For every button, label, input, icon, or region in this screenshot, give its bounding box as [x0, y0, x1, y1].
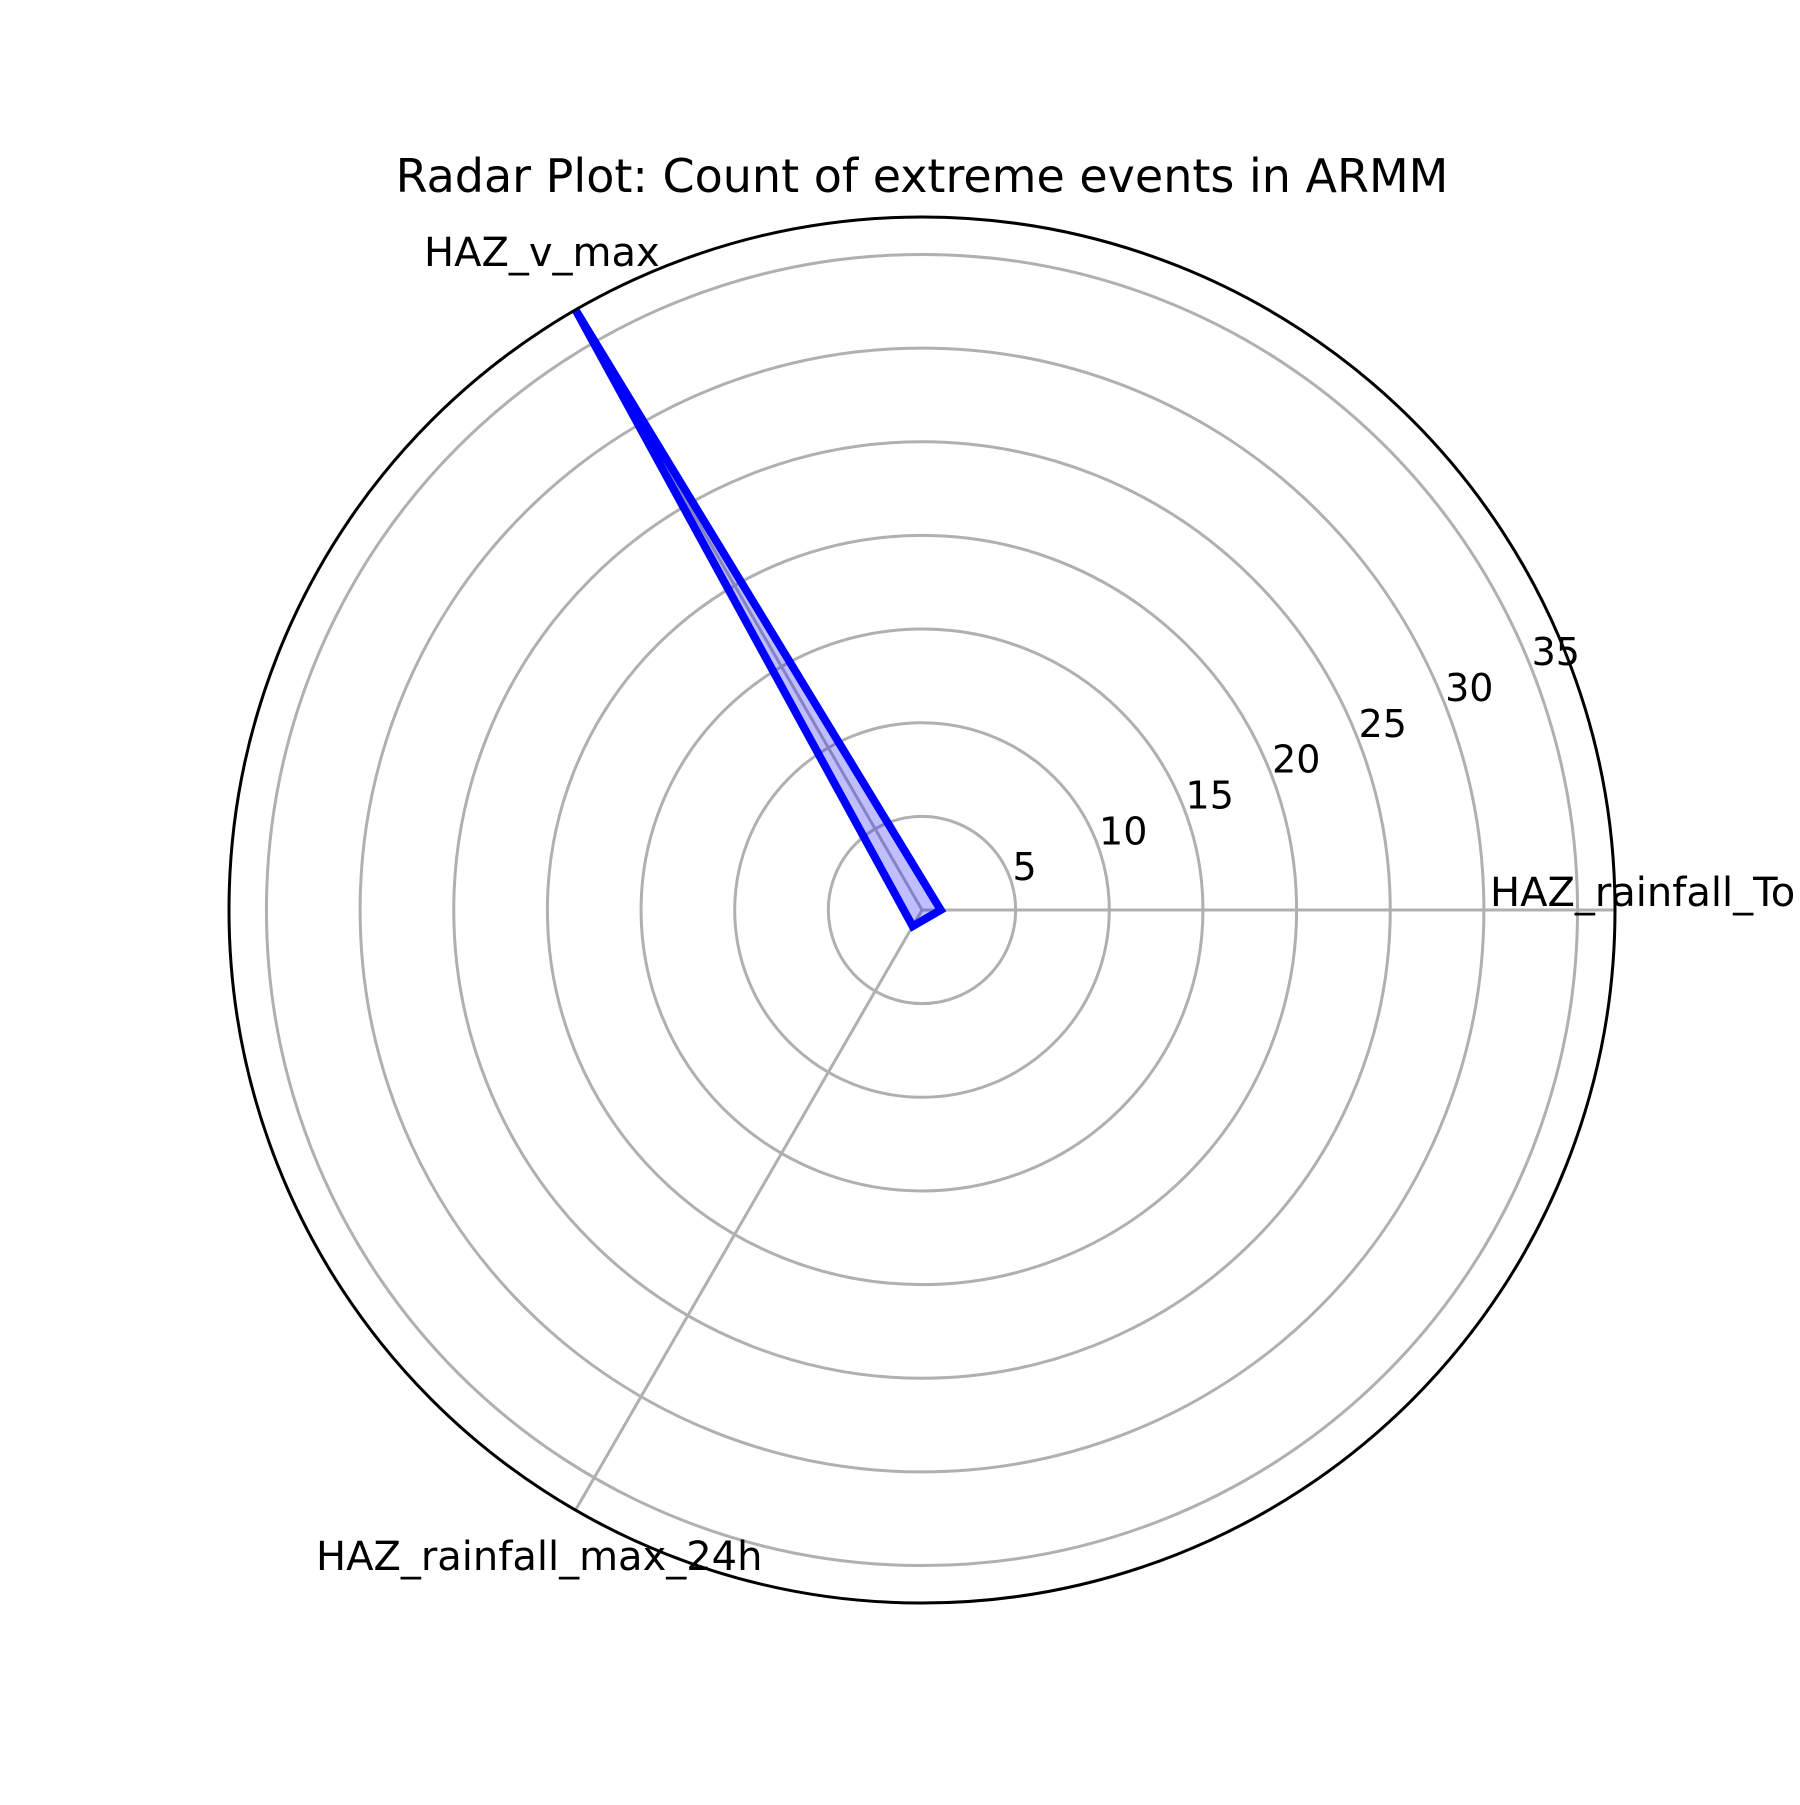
category-labels: HAZ_rainfall_To HAZ_v_max HAZ_rainfall_max… — [316, 230, 1795, 1580]
data-point-HAZ_rainfall_To — [940, 909, 942, 911]
radial-tick-label-25: 25 — [1359, 702, 1407, 746]
spoke-layer — [574, 309, 1615, 1511]
data-point-HAZ_rainfall_max_24h — [912, 925, 914, 927]
radial-tick-label-20: 20 — [1272, 738, 1320, 782]
radial-tick-label-30: 30 — [1445, 666, 1493, 710]
category-label-HAZ_rainfall_To: HAZ_rainfall_To — [1490, 870, 1795, 916]
radial-tick-label-35: 35 — [1532, 630, 1580, 674]
radial-tick-label-5: 5 — [1013, 845, 1037, 889]
chart-title: Radar Plot: Count of extreme events in A… — [396, 149, 1449, 203]
spoke-HAZ_rainfall_max_24h — [574, 909, 924, 1511]
series-layer — [571, 307, 947, 932]
radial-tick-labels: 5 10 15 20 25 30 35 — [1013, 630, 1580, 889]
polar-frame — [227, 215, 1617, 1605]
series-polygon-0 — [571, 307, 947, 932]
radial-tick-label-10: 10 — [1099, 809, 1147, 853]
frame-layer — [227, 215, 1617, 1605]
radial-tick-label-15: 15 — [1186, 773, 1234, 817]
category-label-HAZ_rainfall_max_24h: HAZ_rainfall_max_24h — [316, 1534, 762, 1580]
category-label-HAZ_v_max: HAZ_v_max — [424, 230, 660, 276]
